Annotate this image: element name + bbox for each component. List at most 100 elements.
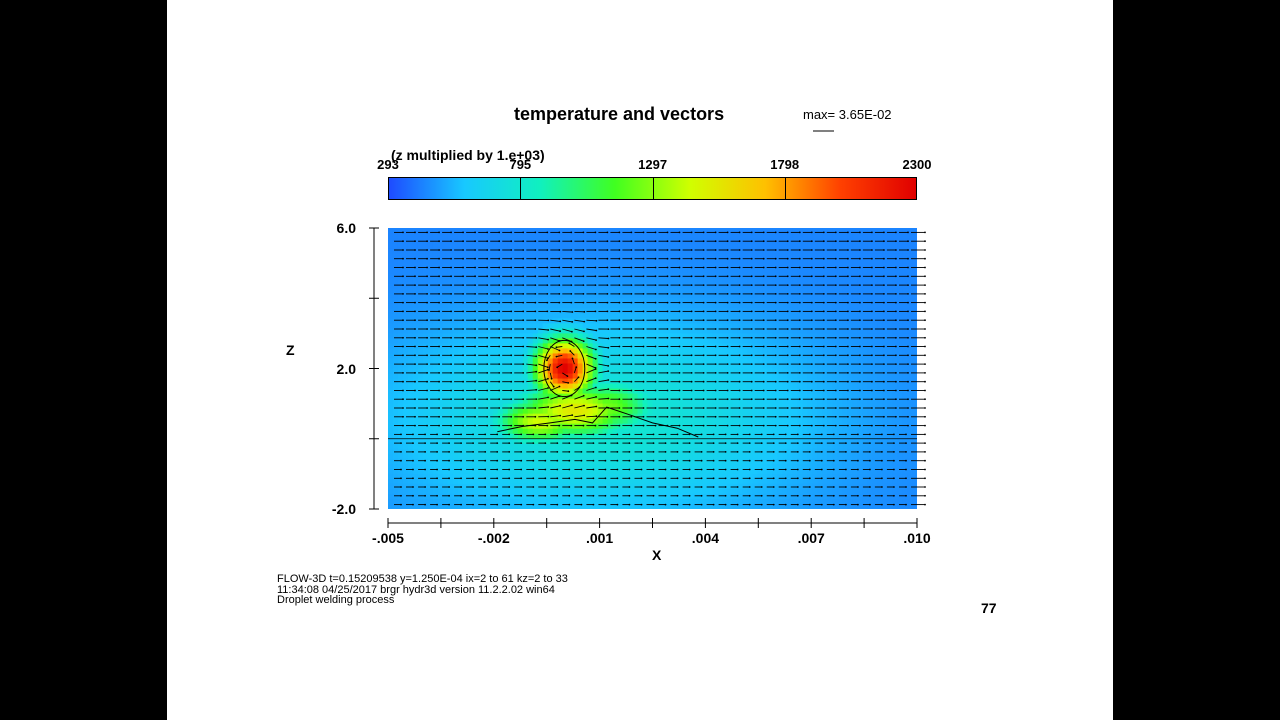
field-cell bbox=[567, 298, 574, 304]
field-cell bbox=[527, 348, 534, 355]
field-cell bbox=[502, 323, 509, 329]
field-cell bbox=[697, 233, 704, 239]
field-cell bbox=[792, 398, 798, 405]
field-cell bbox=[797, 323, 803, 329]
field-cell bbox=[647, 333, 654, 339]
field-cell bbox=[602, 473, 609, 480]
field-cell bbox=[447, 243, 454, 249]
field-cell bbox=[512, 458, 519, 465]
field-cell bbox=[672, 293, 679, 299]
field-cell bbox=[602, 468, 609, 475]
field-cell bbox=[542, 398, 549, 405]
field-cell bbox=[527, 473, 534, 480]
field-cell bbox=[557, 413, 564, 420]
field-cell bbox=[522, 333, 529, 339]
field-cell bbox=[817, 268, 823, 274]
field-cell bbox=[427, 303, 434, 309]
field-cell bbox=[572, 278, 579, 284]
field-cell bbox=[537, 323, 544, 329]
field-cell bbox=[572, 328, 579, 334]
field-cell bbox=[662, 263, 669, 269]
field-cell bbox=[712, 398, 718, 405]
field-cell bbox=[397, 333, 404, 339]
field-cell bbox=[492, 383, 499, 390]
field-cell bbox=[482, 403, 489, 410]
field-cell bbox=[632, 228, 639, 234]
field-cell bbox=[507, 433, 514, 440]
field-cell bbox=[757, 313, 763, 319]
field-cell bbox=[462, 243, 469, 249]
field-cell bbox=[622, 313, 629, 319]
field-cell bbox=[562, 348, 569, 355]
field-cell bbox=[822, 358, 828, 365]
field-cell bbox=[457, 288, 464, 294]
field-cell bbox=[392, 428, 399, 435]
field-cell bbox=[667, 453, 674, 460]
field-cell bbox=[537, 458, 544, 465]
field-cell bbox=[477, 363, 484, 370]
field-cell bbox=[672, 233, 679, 239]
field-cell bbox=[707, 398, 713, 405]
field-cell bbox=[427, 323, 434, 329]
field-cell bbox=[787, 458, 793, 465]
field-cell bbox=[642, 283, 649, 289]
field-cell bbox=[807, 468, 813, 475]
field-cell bbox=[467, 433, 474, 440]
field-cell bbox=[472, 393, 479, 400]
field-cell bbox=[777, 268, 783, 274]
field-cell bbox=[407, 438, 414, 445]
field-cell bbox=[747, 503, 753, 509]
field-cell bbox=[652, 363, 659, 370]
field-cell bbox=[687, 393, 694, 400]
field-cell bbox=[517, 493, 524, 500]
field-cell bbox=[757, 243, 763, 249]
field-cell bbox=[652, 303, 659, 309]
field-cell bbox=[577, 428, 584, 435]
field-cell bbox=[827, 283, 833, 289]
field-cell bbox=[472, 493, 479, 500]
field-cell bbox=[727, 253, 733, 259]
field-cell bbox=[802, 353, 808, 360]
field-cell bbox=[772, 383, 778, 390]
field-cell bbox=[577, 473, 584, 480]
field-cell bbox=[632, 503, 639, 509]
field-cell bbox=[492, 358, 499, 365]
field-cell bbox=[417, 348, 424, 355]
field-cell bbox=[757, 503, 763, 509]
field-cell bbox=[657, 403, 664, 410]
field-cell bbox=[802, 433, 808, 440]
field-cell bbox=[617, 283, 624, 289]
field-cell bbox=[722, 263, 728, 269]
field-cell bbox=[407, 278, 414, 284]
field-cell bbox=[472, 348, 479, 355]
field-cell bbox=[762, 333, 768, 339]
field-cell bbox=[442, 418, 449, 425]
field-cell bbox=[417, 268, 424, 274]
field-cell bbox=[562, 263, 569, 269]
field-cell bbox=[602, 293, 609, 299]
field-cell bbox=[452, 228, 459, 234]
field-cell bbox=[642, 368, 649, 375]
field-cell bbox=[467, 288, 474, 294]
field-cell bbox=[412, 453, 419, 460]
field-cell bbox=[497, 383, 504, 390]
field-cell bbox=[402, 268, 409, 274]
field-cell bbox=[572, 363, 579, 370]
field-cell bbox=[742, 278, 748, 284]
field-cell bbox=[552, 418, 559, 425]
field-cell bbox=[537, 388, 544, 395]
field-cell bbox=[502, 503, 509, 509]
field-cell bbox=[622, 468, 629, 475]
field-cell bbox=[777, 288, 783, 294]
field-cell bbox=[657, 463, 664, 470]
field-cell bbox=[582, 468, 589, 475]
field-cell bbox=[782, 323, 788, 329]
field-cell bbox=[772, 453, 778, 460]
field-cell bbox=[497, 453, 504, 460]
field-cell bbox=[462, 313, 469, 319]
field-cell bbox=[388, 388, 394, 395]
field-cell bbox=[607, 313, 614, 319]
field-cell bbox=[652, 428, 659, 435]
field-cell bbox=[827, 318, 833, 324]
field-cell bbox=[447, 483, 454, 490]
